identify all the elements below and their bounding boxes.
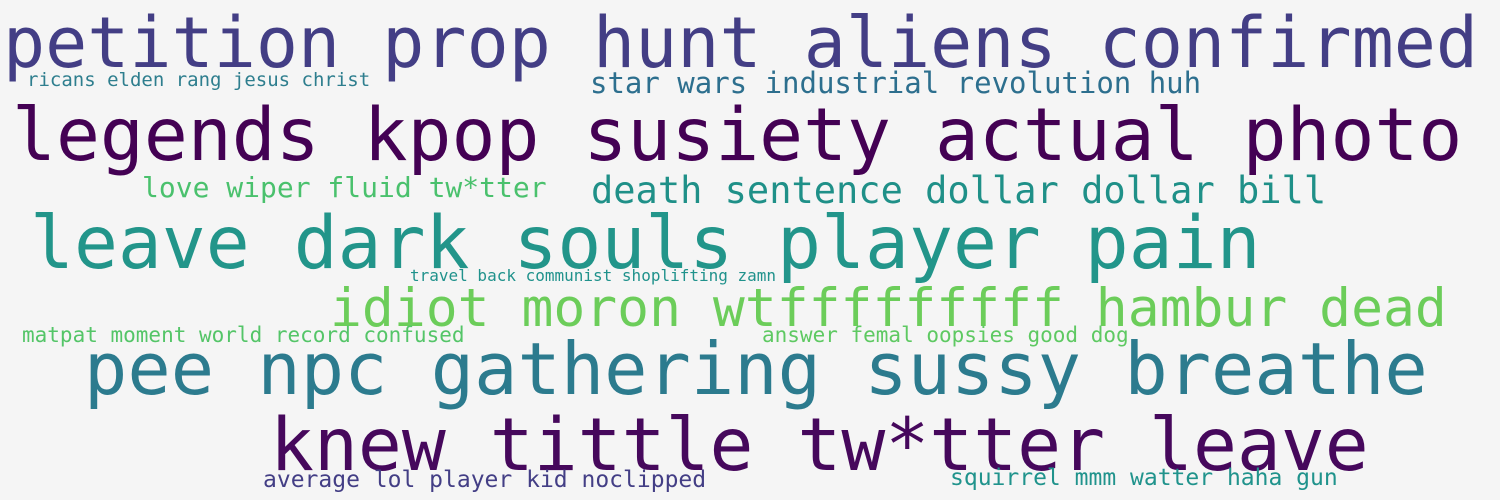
phrase-answer-femal: answer femal oopsies good dog [762,323,1129,347]
phrase-ricans-elden-rang: ricans elden rang jesus christ [27,69,371,91]
phrase-matpat-moment: matpat moment world record confused [22,323,465,347]
phrase-travel-back: travel back communist shoplifting zamn [410,266,777,285]
phrase-idiot-moron: idiot moron wtfffffffff hambur dead [330,278,1447,339]
phrase-knew-tittle: knew tittle tw*tter leave [270,403,1369,488]
phrase-legends-kpop: legends kpop susiety actual photo [12,93,1463,178]
phrase-pee-npc-gathering: pee npc gathering sussy breathe [84,327,1428,411]
phrase-death-sentence: death sentence dollar dollar bill [591,169,1327,212]
phrase-leave-dark-souls: leave dark souls player pain [30,201,1261,286]
phrase-love-wiper-fluid: love wiper fluid tw*tter [142,171,547,204]
phrase-petition-prop-hunt: petition prop hunt aliens confirmed [3,2,1479,84]
phrase-average-lol-player: average lol player kid noclipped [263,467,707,493]
phrase-squirrel-mmm: squirrel mmm watter haha gun [950,465,1338,491]
phrase-star-wars: star wars industrial revolution huh [590,66,1202,100]
